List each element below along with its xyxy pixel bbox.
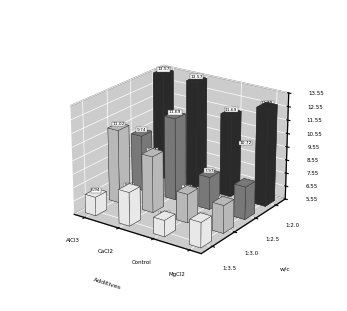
Y-axis label: w/c: w/c: [279, 267, 290, 272]
X-axis label: Additives: Additives: [92, 277, 121, 290]
